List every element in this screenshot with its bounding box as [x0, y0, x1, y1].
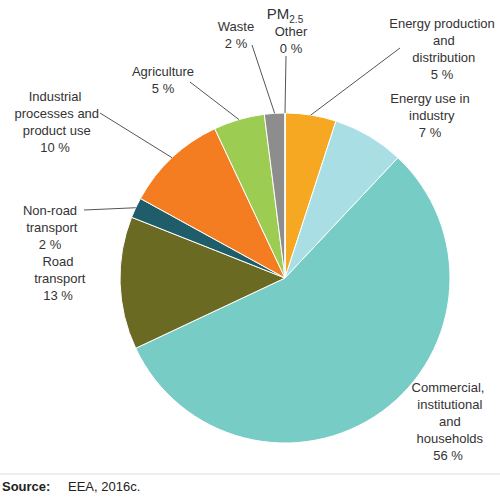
label-line: Other	[275, 24, 308, 39]
label-line: distribution	[409, 50, 475, 65]
label-line: households	[413, 431, 484, 446]
category-label: Energy production and distribution	[389, 16, 495, 65]
label-line: institutional	[414, 397, 483, 412]
label-line: and	[435, 414, 460, 429]
value-label: 13 %	[43, 288, 73, 303]
label-line: Energy production	[389, 16, 495, 31]
value-label: 7 %	[419, 125, 442, 140]
label-line: Agriculture	[132, 64, 194, 79]
leader-line	[252, 45, 275, 113]
value-label: 56 %	[433, 448, 463, 463]
label-line: processes and	[11, 106, 99, 121]
category-label: Non-road transport	[23, 203, 78, 235]
source-label: Source:	[2, 479, 50, 494]
label-line: Industrial	[29, 89, 82, 104]
leader-line	[285, 56, 286, 113]
leader-line	[100, 113, 172, 158]
separator	[0, 474, 500, 475]
pie-slice	[264, 113, 285, 278]
label-line: product use	[19, 123, 91, 138]
value-label: 10 %	[40, 140, 70, 155]
label-line: industry	[405, 108, 455, 123]
category-label: Energy use in industry	[390, 91, 470, 123]
title-part: PM	[267, 5, 290, 22]
source: EEA, 2016c.	[68, 479, 140, 494]
label-line: Road	[42, 254, 73, 269]
pie-slice	[285, 113, 286, 278]
value-label: 2 %	[39, 237, 62, 252]
label-line: Waste	[218, 19, 254, 34]
category-label: Agriculture	[132, 64, 194, 79]
category-label: Other	[275, 24, 308, 39]
slices	[120, 113, 450, 443]
leader-line	[84, 208, 136, 210]
label-line: transport	[31, 271, 86, 286]
value-label: 2 %	[225, 36, 248, 51]
category-label: Road transport	[31, 254, 86, 286]
label-line: Non-road	[23, 203, 77, 218]
leader-line	[311, 48, 400, 115]
leader-line	[190, 82, 239, 120]
value-label: 0 %	[280, 41, 303, 56]
title: PM2.5	[267, 5, 304, 25]
label-line: Energy use in	[390, 91, 470, 106]
chart: PM2.5 Energy production and distribution 5…	[0, 0, 500, 501]
value-label: 5 %	[431, 67, 454, 82]
label-line: transport	[23, 220, 78, 235]
category-label: Waste	[218, 19, 254, 34]
value-label: 5 %	[152, 81, 175, 96]
label-line: Commercial,	[412, 380, 485, 395]
label-line: and	[429, 33, 454, 48]
category-label: Industrial processes and product use	[11, 89, 99, 138]
category-label: Commercial, institutional and households	[412, 380, 485, 446]
labels: Energy production and distribution 5 % Ene…	[11, 16, 495, 463]
